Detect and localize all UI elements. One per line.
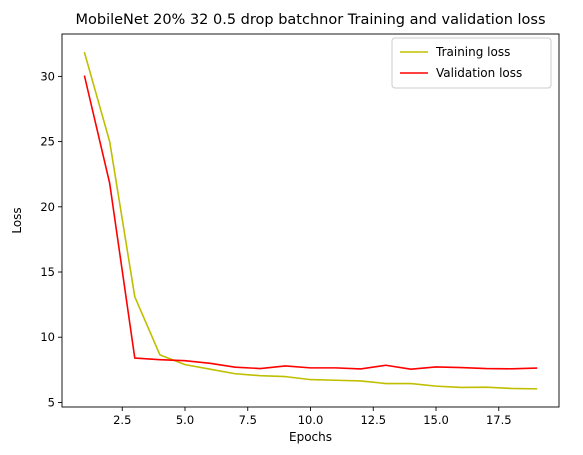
series-lines — [83, 51, 538, 390]
y-tick-label: 25 — [40, 135, 55, 149]
y-tick-label: 30 — [40, 69, 55, 83]
x-tick-label: 12.5 — [360, 413, 386, 427]
series-line-1 — [83, 75, 538, 370]
y-axis-ticks: 5 10 15 20 25 30 — [40, 69, 62, 409]
x-tick-label: 10.0 — [298, 413, 324, 427]
legend-label-1: Validation loss — [436, 66, 522, 80]
y-tick-label: 5 — [48, 395, 55, 409]
plot-area — [62, 34, 559, 407]
x-tick-label: 15.0 — [423, 413, 449, 427]
chart-title: MobileNet 20% 32 0.5 drop batchnor Train… — [75, 12, 545, 28]
legend-box — [391, 37, 552, 89]
series-line-0 — [83, 51, 538, 390]
y-tick-label: 10 — [40, 330, 55, 344]
legend-label-0: Training loss — [435, 45, 510, 59]
x-axis-ticks: 2.5 5.0 7.5 10.0 12.5 15.0 17.5 — [113, 407, 512, 427]
x-tick-label: 17.5 — [486, 413, 512, 427]
y-axis-label: Loss — [10, 207, 24, 233]
y-tick-label: 20 — [40, 200, 55, 214]
legend: Training loss Validation loss — [391, 37, 552, 89]
x-tick-label: 7.5 — [239, 413, 257, 427]
y-tick-label: 15 — [40, 265, 55, 279]
x-tick-label: 5.0 — [176, 413, 194, 427]
x-tick-label: 2.5 — [113, 413, 131, 427]
x-axis-label: Epochs — [289, 430, 332, 444]
